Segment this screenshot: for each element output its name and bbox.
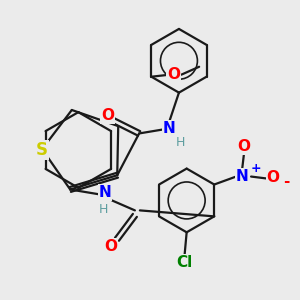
Text: O: O [104, 239, 118, 254]
Text: O: O [167, 67, 180, 82]
Text: H: H [98, 203, 108, 216]
Text: O: O [101, 108, 114, 123]
Text: S: S [36, 141, 48, 159]
Text: -: - [283, 174, 289, 189]
Text: +: + [251, 162, 261, 175]
Text: Cl: Cl [176, 255, 193, 270]
Text: O: O [266, 170, 280, 185]
Text: N: N [163, 121, 176, 136]
Text: N: N [99, 185, 111, 200]
Text: O: O [238, 139, 250, 154]
Text: H: H [176, 136, 186, 149]
Text: N: N [236, 169, 248, 184]
